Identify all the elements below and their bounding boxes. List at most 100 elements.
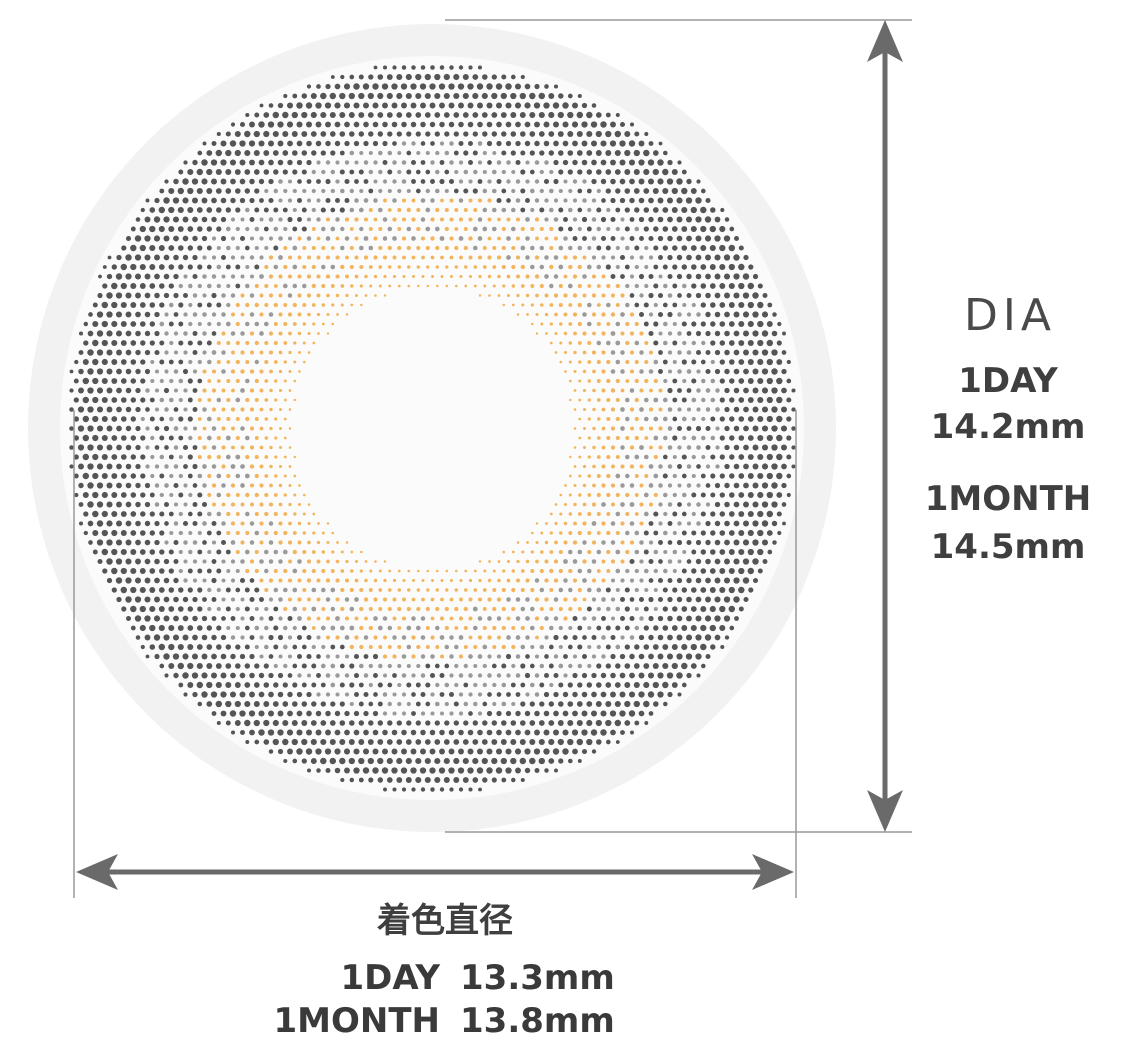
- lens-dot: [704, 634, 712, 641]
- lens-dot: [292, 663, 298, 669]
- lens-dot: [382, 729, 388, 736]
- lens-dot: [558, 606, 563, 612]
- lens-dot: [624, 188, 631, 194]
- lens-dot: [691, 340, 696, 346]
- lens-dot: [581, 748, 588, 755]
- lens-dot: [724, 635, 730, 640]
- lens-dot: [538, 738, 545, 746]
- lens-dot: [448, 767, 455, 774]
- lens-dot: [296, 729, 303, 736]
- lens-dot: [700, 587, 707, 593]
- lens-dot: [444, 131, 450, 137]
- lens-dot: [116, 444, 122, 451]
- lens-dot: [653, 435, 659, 441]
- lens-dot: [677, 407, 682, 412]
- lens-dot: [591, 502, 597, 507]
- lens-dot: [520, 264, 525, 270]
- lens-dot: [573, 389, 577, 392]
- lens-dot: [672, 492, 677, 498]
- lens-dot: [648, 521, 654, 526]
- lens-dot: [106, 368, 113, 375]
- lens-dot: [334, 729, 341, 736]
- lens-dot: [254, 226, 260, 232]
- lens-dot: [397, 663, 402, 669]
- lens-dot: [201, 197, 208, 204]
- lens-dot: [154, 577, 160, 584]
- lens-dot: [439, 748, 445, 755]
- lens-dot: [715, 407, 720, 412]
- lens-dot: [634, 644, 640, 650]
- lens-dot: [648, 502, 654, 507]
- lens-dot: [620, 464, 625, 469]
- lens-dot: [130, 416, 136, 422]
- lens-dot: [639, 616, 644, 621]
- lens-dot: [625, 245, 630, 251]
- lens-dot: [226, 626, 231, 630]
- lens-dot: [747, 301, 754, 309]
- lens-dot: [307, 255, 311, 260]
- lens-dot: [534, 274, 540, 279]
- dia-day-value: 14.2mm: [930, 407, 1086, 447]
- lens-dot: [519, 112, 526, 118]
- lens-dot: [563, 635, 568, 640]
- lens-dot: [230, 331, 236, 336]
- lens-dot: [586, 150, 593, 156]
- lens-dot: [154, 292, 160, 299]
- lens-dot: [405, 92, 412, 100]
- lens-dot: [344, 654, 350, 659]
- lens-dot: [325, 767, 331, 774]
- lens-dot: [458, 236, 464, 241]
- lens-dot: [747, 567, 755, 575]
- lens-dot: [506, 578, 511, 583]
- lens-dot: [743, 406, 749, 413]
- lens-dot: [605, 150, 612, 156]
- lens-dot: [738, 397, 745, 403]
- lens-dot: [197, 150, 203, 156]
- lens-dot: [497, 274, 501, 279]
- lens-dot: [738, 567, 745, 575]
- lens-dot: [606, 549, 611, 555]
- lens-dot: [420, 102, 426, 109]
- lens-dot: [723, 615, 731, 622]
- lens-dot: [230, 236, 236, 241]
- lens-dot: [178, 473, 183, 479]
- lens-dot: [757, 529, 764, 537]
- lens-dot: [482, 207, 488, 213]
- lens-dot: [120, 378, 127, 384]
- lens-dot: [714, 330, 721, 337]
- lens-dot: [326, 312, 330, 317]
- lens-dot: [629, 236, 635, 241]
- lens-dot: [572, 255, 578, 260]
- lens-dot: [325, 217, 331, 222]
- lens-dot: [306, 653, 312, 660]
- lens-dot: [453, 777, 460, 783]
- lens-dot: [392, 673, 397, 678]
- lens-dot: [221, 331, 226, 336]
- lens-dot: [653, 378, 658, 384]
- lens-dot: [791, 464, 796, 469]
- lens-dot: [230, 407, 236, 412]
- lens-dot: [757, 339, 764, 347]
- lens-dot: [225, 663, 232, 669]
- lens-dot: [216, 264, 222, 270]
- lens-dot: [268, 634, 274, 641]
- lens-dot: [619, 691, 626, 698]
- lens-dot: [249, 197, 255, 204]
- lens-dot: [658, 350, 663, 355]
- lens-dot: [667, 235, 673, 242]
- lens-dot: [530, 550, 534, 554]
- lens-dot: [325, 729, 331, 736]
- lens-dot: [629, 502, 635, 507]
- lens-dot: [386, 757, 393, 765]
- lens-dot: [695, 273, 702, 280]
- lens-dot: [120, 511, 127, 517]
- lens-dot: [620, 483, 625, 488]
- lens-dot: [92, 358, 99, 366]
- lens-dot: [397, 265, 402, 269]
- lens-dot: [776, 492, 783, 498]
- lens-dot: [577, 188, 583, 194]
- lens-dot: [638, 197, 645, 204]
- lens-dot: [526, 541, 529, 544]
- lens-dot: [202, 597, 207, 602]
- lens-dot: [714, 634, 721, 641]
